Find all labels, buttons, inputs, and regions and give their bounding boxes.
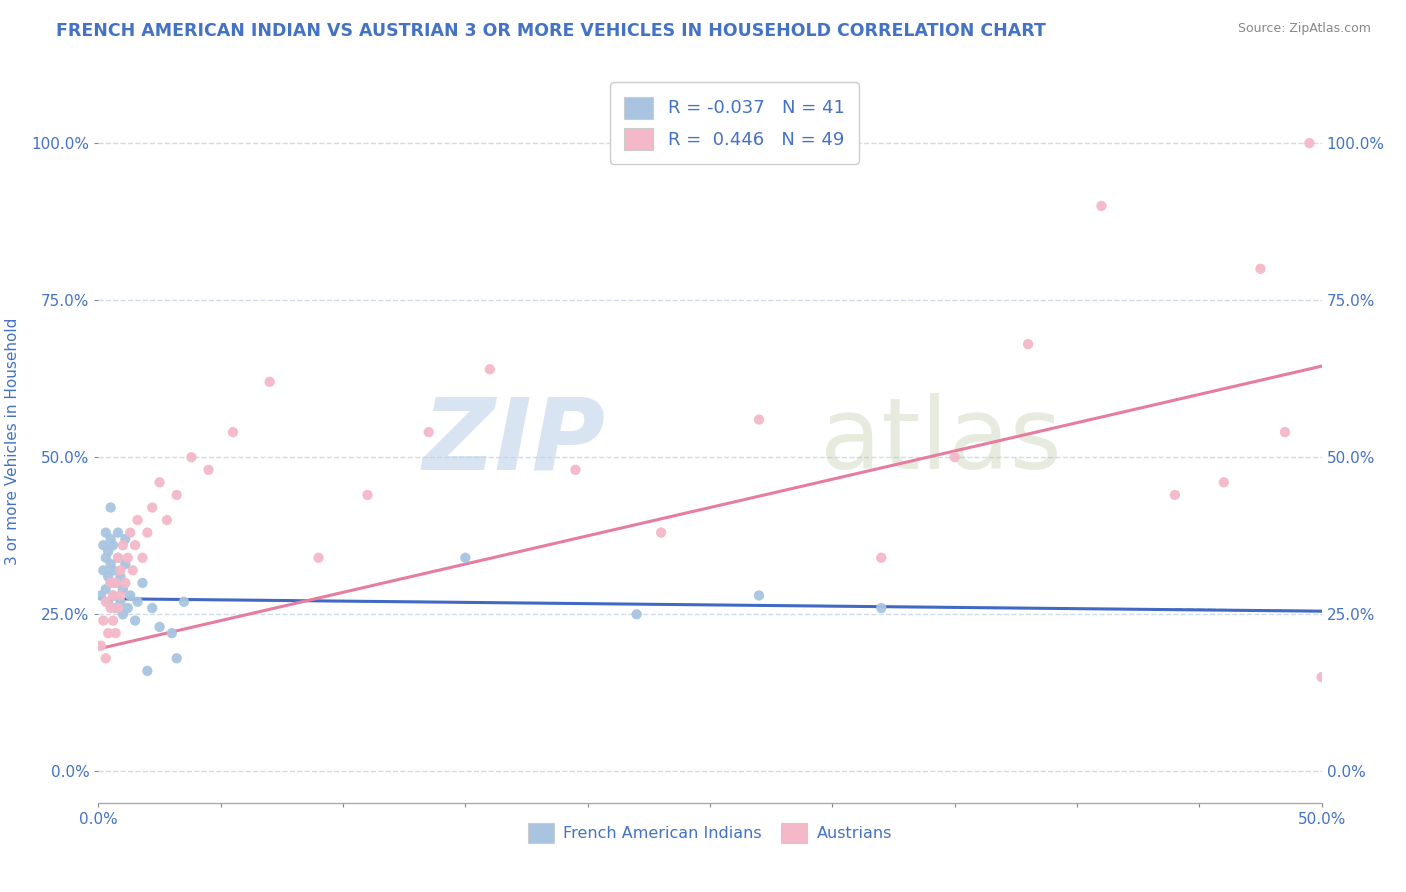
Point [478, 362, 501, 376]
Point [94, 525, 117, 540]
Point [564, 463, 586, 477]
Point [100, 575, 122, 590]
Point [91, 614, 114, 628]
Point [418, 425, 440, 439]
Point [650, 525, 672, 540]
Point [127, 595, 149, 609]
Point [91, 538, 114, 552]
Point [259, 375, 281, 389]
Point [107, 550, 129, 565]
Point [124, 538, 146, 552]
Point [1017, 337, 1039, 351]
Point [97, 595, 120, 609]
Text: ZIP: ZIP [423, 393, 606, 490]
Point [101, 589, 124, 603]
Point [90, 639, 112, 653]
Point [1298, 136, 1320, 150]
Text: FRENCH AMERICAN INDIAN VS AUSTRIAN 3 OR MORE VEHICLES IN HOUSEHOLD CORRELATION C: FRENCH AMERICAN INDIAN VS AUSTRIAN 3 OR … [56, 22, 1046, 40]
Point [160, 626, 183, 640]
Point [97, 626, 120, 640]
Point [1310, 670, 1333, 684]
Point [111, 538, 134, 552]
Point [308, 550, 330, 565]
Point [111, 607, 134, 622]
Point [1212, 475, 1234, 490]
Point [141, 601, 163, 615]
Point [117, 550, 139, 565]
Point [136, 664, 159, 678]
Point [173, 595, 195, 609]
Point [110, 569, 132, 583]
Point [149, 620, 172, 634]
Point [111, 582, 134, 597]
Point [626, 607, 648, 622]
Point [100, 557, 122, 571]
Point [1164, 488, 1187, 502]
Point [94, 550, 117, 565]
Point [110, 595, 132, 609]
Point [100, 532, 122, 546]
Legend: French American Indians, Austrians: French American Indians, Austrians [522, 817, 898, 849]
Point [101, 538, 124, 552]
Y-axis label: 3 or more Vehicles in Household: 3 or more Vehicles in Household [6, 318, 20, 566]
Point [120, 589, 142, 603]
Point [114, 575, 136, 590]
Point [101, 563, 124, 577]
Point [94, 651, 117, 665]
Point [97, 569, 120, 583]
Point [100, 500, 122, 515]
Point [131, 575, 153, 590]
Point [127, 513, 149, 527]
Point [104, 575, 127, 590]
Point [91, 563, 114, 577]
Point [136, 525, 159, 540]
Text: Source: ZipAtlas.com: Source: ZipAtlas.com [1237, 22, 1371, 36]
Point [110, 589, 132, 603]
Point [454, 550, 477, 565]
Point [166, 488, 188, 502]
Point [943, 450, 966, 465]
Point [748, 412, 770, 426]
Point [197, 463, 219, 477]
Point [180, 450, 202, 465]
Point [110, 563, 132, 577]
Point [114, 557, 136, 571]
Point [124, 614, 146, 628]
Text: atlas: atlas [820, 393, 1062, 490]
Point [101, 614, 124, 628]
Point [117, 601, 139, 615]
Point [120, 525, 142, 540]
Point [90, 589, 112, 603]
Point [149, 475, 172, 490]
Point [107, 550, 129, 565]
Point [141, 500, 163, 515]
Point [104, 575, 127, 590]
Point [100, 601, 122, 615]
Point [101, 589, 124, 603]
Point [131, 550, 153, 565]
Point [1249, 261, 1271, 276]
Point [121, 563, 143, 577]
Point [94, 595, 117, 609]
Point [107, 525, 129, 540]
Point [94, 582, 117, 597]
Point [104, 601, 127, 615]
Point [356, 488, 378, 502]
Point [156, 513, 179, 527]
Point [114, 532, 136, 546]
Point [107, 601, 129, 615]
Point [166, 651, 188, 665]
Point [104, 626, 127, 640]
Point [100, 575, 122, 590]
Point [1274, 425, 1296, 439]
Point [748, 589, 770, 603]
Point [97, 544, 120, 558]
Point [1090, 199, 1112, 213]
Point [870, 550, 893, 565]
Point [870, 601, 893, 615]
Point [222, 425, 245, 439]
